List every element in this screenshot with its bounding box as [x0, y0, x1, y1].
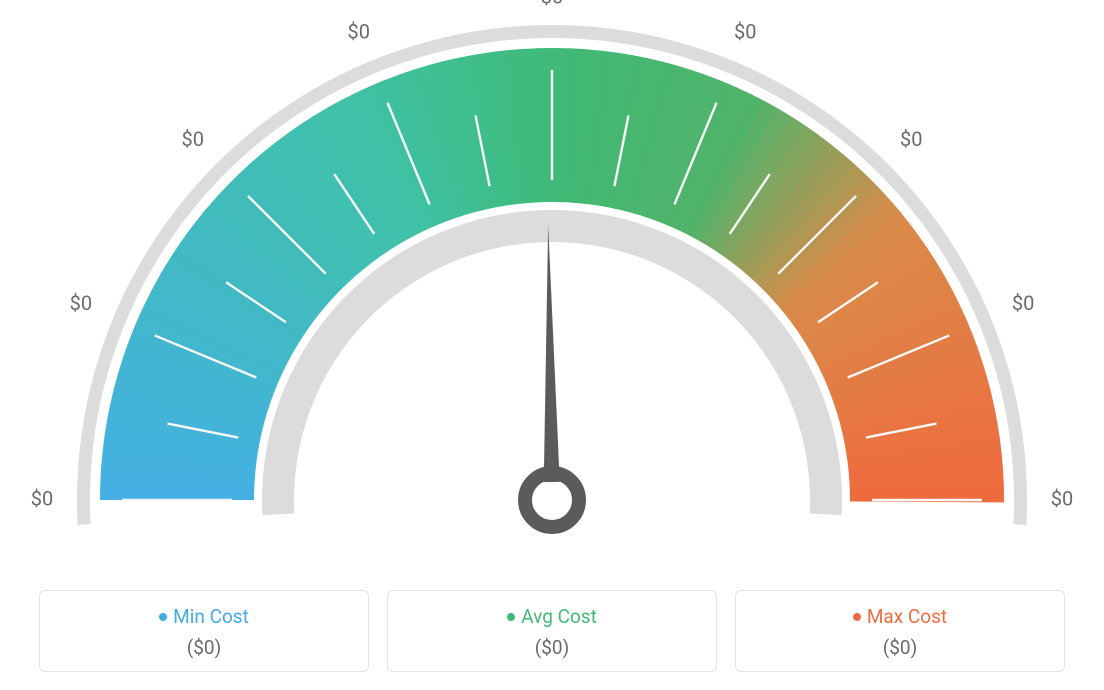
svg-text:$0: $0	[734, 20, 756, 44]
svg-text:$0: $0	[70, 291, 92, 315]
legend-label-min: Min Cost	[50, 605, 358, 628]
legend-label-avg: Avg Cost	[398, 605, 706, 628]
svg-text:$0: $0	[1012, 291, 1034, 315]
legend-dot-max	[853, 613, 861, 621]
legend-card-avg: Avg Cost ($0)	[387, 590, 717, 672]
legend-dot-avg	[507, 613, 515, 621]
legend-row: Min Cost ($0) Avg Cost ($0) Max Cost ($0…	[0, 590, 1104, 672]
legend-card-max: Max Cost ($0)	[735, 590, 1065, 672]
legend-text-avg: Avg Cost	[521, 605, 597, 628]
svg-text:$0: $0	[182, 127, 204, 151]
legend-text-max: Max Cost	[867, 605, 947, 628]
gauge-svg: $0 $0 $0 $0 $0 $0 $0 $0 $0	[0, 0, 1104, 580]
gauge-chart: $0 $0 $0 $0 $0 $0 $0 $0 $0	[0, 0, 1104, 580]
svg-text:$0: $0	[900, 127, 922, 151]
legend-card-min: Min Cost ($0)	[39, 590, 369, 672]
legend-dot-min	[159, 613, 167, 621]
svg-text:$0: $0	[541, 0, 563, 8]
svg-text:$0: $0	[31, 486, 53, 510]
legend-text-min: Min Cost	[173, 605, 249, 628]
svg-text:$0: $0	[1051, 486, 1073, 510]
legend-label-max: Max Cost	[746, 605, 1054, 628]
svg-text:$0: $0	[348, 20, 370, 44]
legend-value-avg: ($0)	[398, 636, 706, 659]
legend-value-min: ($0)	[50, 636, 358, 659]
legend-value-max: ($0)	[746, 636, 1054, 659]
